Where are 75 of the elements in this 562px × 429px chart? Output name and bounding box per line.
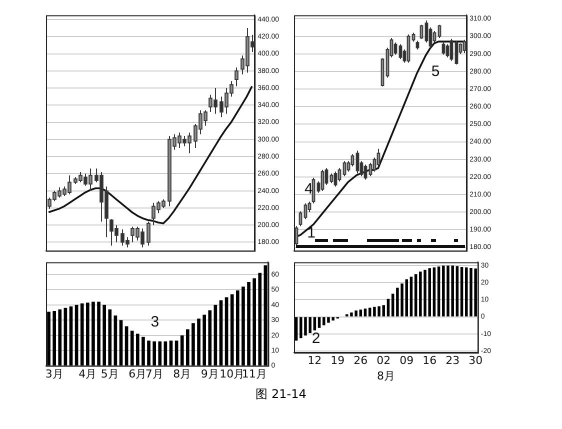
x-tick-label: 16 [422, 354, 437, 368]
bar [410, 276, 413, 316]
bar [186, 329, 190, 366]
bar [124, 326, 128, 366]
bar [432, 267, 436, 316]
bar [247, 282, 250, 366]
bar [97, 302, 100, 366]
bar [130, 330, 134, 366]
bar [382, 305, 386, 316]
bar [242, 286, 245, 366]
bar [391, 294, 394, 316]
bar [86, 302, 90, 366]
bar [264, 265, 268, 366]
bar [158, 341, 162, 366]
annotation: 1 [307, 224, 316, 242]
bar [47, 312, 50, 366]
x-tick-label: 19 [330, 354, 345, 368]
bar [202, 314, 206, 366]
bar [147, 340, 150, 366]
x-tick-label: 3月 [45, 367, 64, 380]
bar [108, 309, 112, 366]
bar [258, 272, 262, 366]
annotation: 5 [431, 62, 440, 80]
bar [437, 266, 440, 316]
bar [460, 266, 464, 316]
bar [69, 306, 73, 366]
x-tick-label: 8月 [173, 367, 192, 380]
bar [92, 302, 95, 366]
bar [414, 274, 418, 316]
bar [174, 340, 178, 366]
bar [208, 310, 212, 366]
x-tick-label: 12 [308, 354, 322, 368]
bar [252, 278, 256, 366]
bar [164, 341, 168, 366]
bar [169, 340, 173, 366]
bar [236, 290, 240, 366]
annotation: 3 [150, 313, 160, 330]
bar [318, 317, 321, 328]
bar [142, 336, 145, 366]
bar [456, 266, 459, 316]
x-tick-label: 9月 [200, 367, 219, 380]
bar [313, 317, 316, 330]
bar [152, 341, 156, 366]
bar [80, 303, 84, 366]
bar [74, 304, 78, 366]
x-tick-label: 09 [400, 354, 414, 368]
bar [197, 318, 200, 366]
annotation: 2 [312, 330, 320, 348]
bar [180, 335, 184, 366]
x-tick-label: 7月 [145, 367, 164, 380]
x-tick-label: 6月 [128, 367, 147, 380]
bar [230, 294, 234, 366]
x-tick-label: 5月 [100, 367, 119, 380]
x-tick-label: 02 [376, 354, 391, 368]
bar [192, 323, 195, 366]
x-tick-label: 23 [446, 354, 460, 368]
bar [64, 308, 68, 366]
x-tick-label: 26 [354, 354, 368, 368]
bar [294, 317, 298, 341]
bar [114, 316, 118, 366]
bar [102, 304, 106, 366]
bar [359, 310, 362, 316]
x-tick-label: 11月 [242, 367, 267, 380]
caption: 图 21-14 [256, 387, 306, 401]
bar [219, 300, 223, 366]
bar [224, 297, 228, 366]
bar [119, 320, 123, 366]
bar [136, 334, 140, 366]
bar [386, 298, 390, 316]
bar [52, 310, 56, 366]
bar [364, 308, 367, 316]
bar [58, 309, 62, 366]
x-tick-label: 4月 [78, 367, 97, 380]
bar [214, 304, 218, 366]
bar [368, 308, 372, 316]
